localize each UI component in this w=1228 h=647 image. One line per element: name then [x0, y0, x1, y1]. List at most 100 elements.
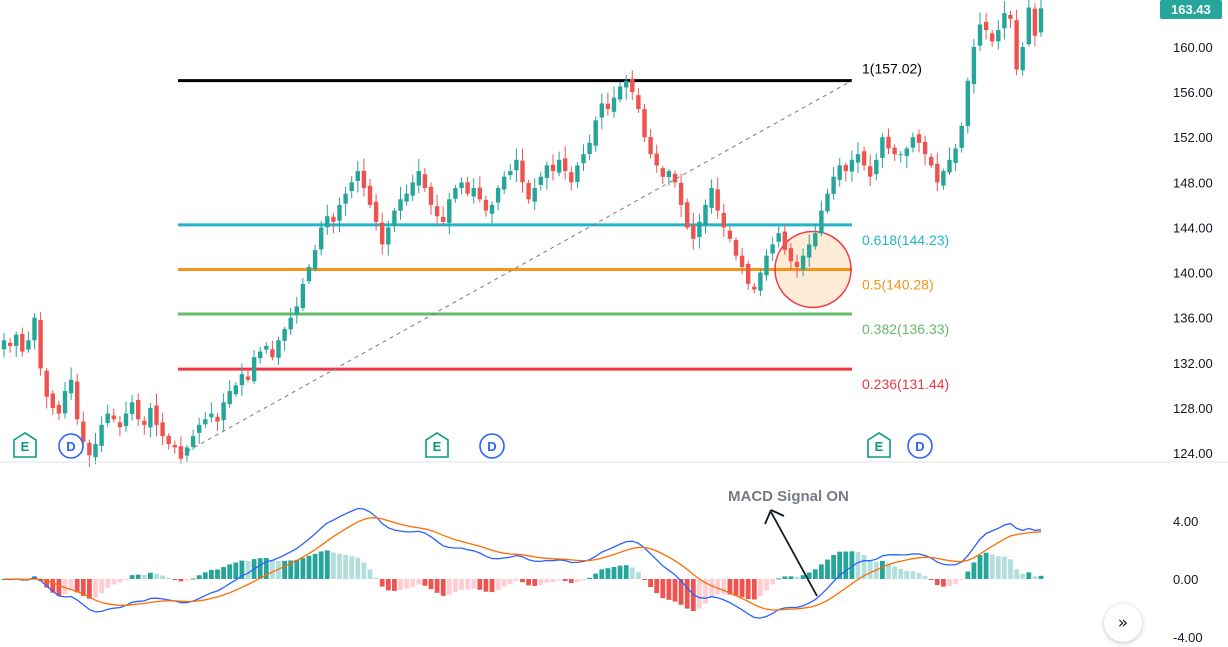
- candle-body: [477, 187, 482, 200]
- macd-histogram-bar: [910, 571, 916, 579]
- fib-trend-line[interactable]: [179, 80, 853, 456]
- candle-body: [75, 381, 80, 420]
- macd-histogram-bar: [154, 573, 159, 579]
- macd-tick-label: -4.00: [1173, 630, 1203, 645]
- candle-body: [258, 351, 263, 359]
- macd-histogram-bar: [349, 556, 355, 579]
- earnings-icon[interactable]: [425, 432, 449, 458]
- candle-body: [941, 171, 946, 186]
- candle-body: [245, 376, 251, 380]
- dividend-icon[interactable]: [479, 433, 505, 459]
- macd-histogram-bar: [989, 554, 995, 579]
- candle-body: [556, 159, 562, 173]
- macd-histogram-bar: [794, 576, 800, 579]
- candle-body: [56, 404, 62, 414]
- macd-histogram-bar: [886, 563, 891, 579]
- annotation-arrow-line[interactable]: [770, 511, 818, 597]
- macd-histogram-bar: [788, 576, 794, 579]
- scroll-to-realtime-button[interactable]: »: [1104, 604, 1142, 642]
- candle-body: [916, 134, 922, 143]
- macd-histogram-bar: [764, 579, 769, 591]
- candle-body: [825, 193, 830, 212]
- candle-body: [1008, 14, 1013, 19]
- candle-body: [721, 212, 726, 228]
- macd-histogram-bar: [1038, 575, 1044, 579]
- candle-body: [441, 216, 446, 222]
- dividend-icon[interactable]: [58, 433, 84, 459]
- macd-histogram-bar: [623, 565, 629, 579]
- candle-body: [678, 182, 684, 205]
- earnings-icon[interactable]: [13, 432, 37, 458]
- candle-body: [794, 261, 800, 267]
- price-tick-label: 132.00: [1173, 356, 1213, 371]
- candle-body: [142, 420, 147, 425]
- macd-histogram-bar: [178, 579, 184, 582]
- candle-body: [386, 227, 391, 245]
- macd-histogram-bar: [867, 559, 873, 579]
- macd-histogram-bar: [904, 570, 910, 579]
- candle-body: [611, 97, 617, 112]
- candle-body: [593, 120, 598, 146]
- macd-histogram-bar: [361, 562, 367, 579]
- event-label: D: [487, 439, 496, 454]
- macd-histogram-bar: [306, 555, 312, 579]
- candle-body: [404, 193, 409, 202]
- macd-histogram-bar: [227, 564, 233, 579]
- macd-histogram-bar: [568, 579, 574, 584]
- fib-level-label: 0.5(140.28): [862, 276, 934, 292]
- macd-histogram-bar: [453, 579, 458, 593]
- macd-histogram-bar: [44, 579, 50, 588]
- macd-histogram-bar: [379, 579, 385, 587]
- macd-histogram-bar: [977, 555, 983, 579]
- candle-body: [880, 137, 885, 158]
- macd-histogram-bar: [501, 579, 507, 587]
- candle-body: [746, 263, 751, 284]
- macd-histogram-bar: [190, 578, 196, 580]
- macd-histogram-bar: [758, 579, 763, 597]
- candle-body: [697, 221, 702, 238]
- candle-body: [929, 156, 934, 166]
- macd-histogram-bar: [1026, 572, 1032, 579]
- candle-body: [300, 283, 306, 309]
- macd-histogram-bar: [1008, 559, 1013, 579]
- macd-histogram-bar: [520, 579, 525, 583]
- macd-histogram-bar: [745, 579, 751, 600]
- macd-histogram-bar: [270, 560, 275, 579]
- macd-histogram-bar: [892, 566, 897, 579]
- macd-histogram-bar: [739, 579, 745, 598]
- candle-body: [648, 137, 653, 155]
- macd-histogram-bar: [312, 553, 318, 579]
- macd-histogram-bar: [111, 579, 117, 585]
- dividend-icon[interactable]: [907, 433, 933, 459]
- macd-histogram-bar: [727, 579, 733, 595]
- macd-histogram-bar: [666, 579, 672, 600]
- candle-body: [184, 447, 190, 456]
- macd-histogram-bar: [825, 559, 830, 579]
- candle-body: [190, 436, 196, 447]
- macd-histogram-bar: [117, 579, 123, 583]
- candle-body: [355, 171, 360, 181]
- macd-histogram-bar: [56, 579, 62, 596]
- macd-histogram-bar: [74, 579, 80, 593]
- candle-body: [38, 320, 43, 369]
- candle-body: [965, 80, 970, 127]
- price-tick-label: 160.00: [1173, 40, 1213, 55]
- earnings-icon[interactable]: [867, 432, 891, 458]
- candle-body: [807, 244, 812, 258]
- highlight-circle[interactable]: [774, 230, 852, 309]
- macd-histogram-bar: [318, 551, 324, 579]
- macd-histogram-bar: [367, 569, 373, 579]
- macd-histogram-bar: [544, 579, 550, 583]
- macd-histogram-bar: [93, 579, 98, 598]
- candle-body: [294, 306, 299, 315]
- macd-histogram-bar: [172, 579, 178, 580]
- macd-histogram-bar: [526, 579, 531, 586]
- macd-histogram-bar: [215, 569, 220, 579]
- candle-body: [910, 137, 916, 148]
- macd-tick-label: 4.00: [1173, 514, 1198, 529]
- signal-line[interactable]: [3, 517, 1042, 611]
- macd-histogram-bar: [947, 579, 952, 586]
- macd-histogram-bar: [331, 552, 336, 579]
